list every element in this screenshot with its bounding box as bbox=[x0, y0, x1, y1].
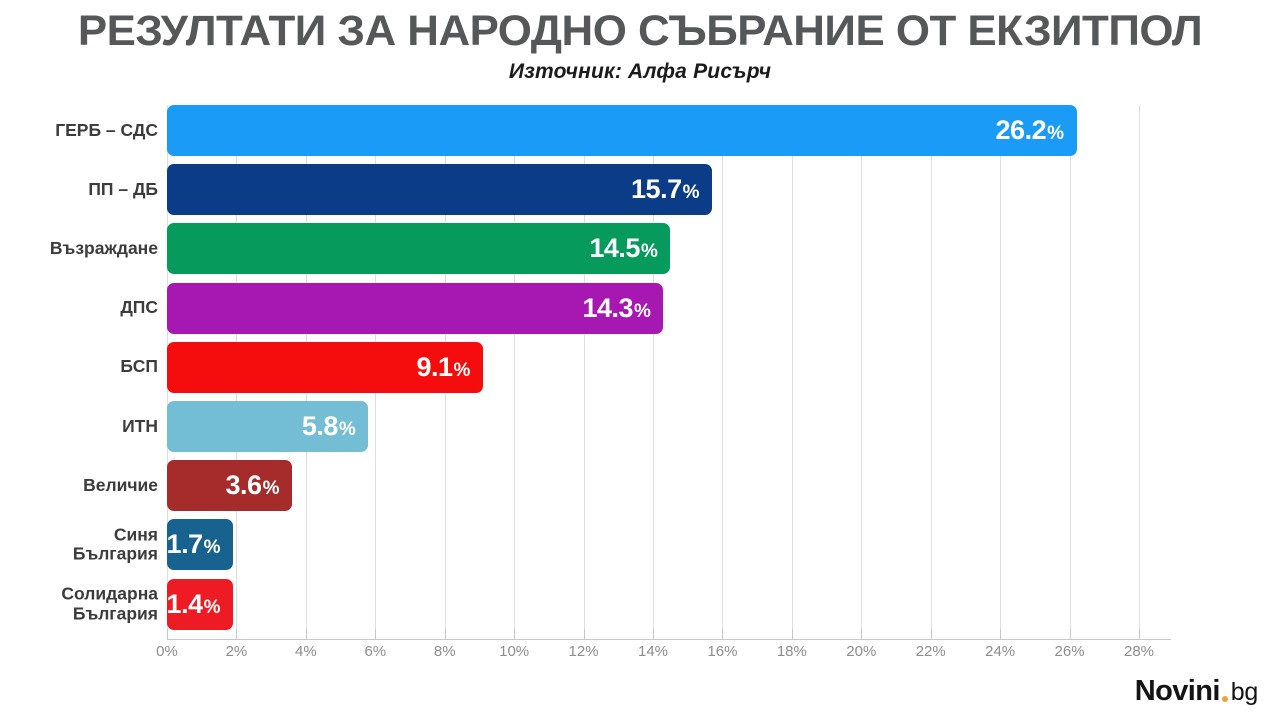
chart-bar-row: Солидарна България 1.4% bbox=[0, 578, 1280, 635]
x-axis-tick-label: 20% bbox=[846, 643, 877, 660]
bar-category-label: ГЕРБ – СДС bbox=[55, 119, 158, 140]
x-axis-tick-label: 0% bbox=[156, 643, 178, 660]
tick-mark bbox=[444, 629, 446, 639]
logo-wordmark: Novini bbox=[1134, 675, 1221, 707]
gridline bbox=[791, 105, 793, 639]
tick-mark bbox=[722, 629, 724, 639]
x-axis-tick-label: 28% bbox=[1123, 643, 1155, 660]
bar-category-label: Синя България bbox=[72, 524, 158, 564]
bar-value-label: 3.6% bbox=[225, 470, 280, 501]
tick-mark bbox=[930, 629, 932, 639]
chart-plot-area: 0% 2% 4% 6% 8% 10% 12% 14% 16% 18% 20% 22% 24% 26% 28%… bbox=[0, 96, 1280, 660]
chart-bar: 3.6% bbox=[167, 460, 292, 517]
novini-bg-logo: Novini bg bbox=[1134, 675, 1259, 707]
bar-value-label: 1.7% bbox=[166, 529, 221, 560]
chart-bar-row: ПП – ДБ 15.7% bbox=[0, 164, 1280, 221]
bar-category-label: Възраждане bbox=[49, 238, 158, 259]
gridline bbox=[1000, 105, 1002, 639]
bar-category-label: Солидарна България bbox=[61, 583, 158, 624]
tick-mark bbox=[1000, 629, 1002, 639]
tick-mark bbox=[583, 629, 585, 639]
gridline bbox=[1139, 105, 1140, 639]
chart-source-subtitle: Източник: Алфа Рисърч bbox=[508, 60, 772, 84]
gridline bbox=[861, 105, 863, 639]
bar-value-label: 14.5% bbox=[589, 233, 658, 264]
bar-category-label: ИТН bbox=[122, 415, 158, 436]
bar-value-label: 14.3% bbox=[582, 292, 651, 323]
tick-mark bbox=[236, 629, 238, 639]
tick-mark bbox=[305, 629, 307, 639]
x-axis-tick-label: 24% bbox=[985, 643, 1016, 660]
tick-mark bbox=[1139, 629, 1140, 639]
logo-dot-icon bbox=[1221, 696, 1228, 702]
tick-mark bbox=[514, 629, 516, 639]
bar-value-label: 9.1% bbox=[416, 351, 470, 382]
chart-bar: 14.5% bbox=[167, 223, 671, 280]
chart-bar: 9.1% bbox=[167, 341, 483, 398]
x-axis-tick-label: 10% bbox=[499, 643, 530, 660]
gridline bbox=[653, 105, 654, 639]
x-axis-tick-label: 16% bbox=[707, 643, 738, 660]
tick-mark bbox=[1069, 629, 1071, 639]
bar-category-label: БСП bbox=[120, 356, 158, 377]
chart-bar: 26.2% bbox=[167, 105, 1077, 161]
bar-category-label: ПП – ДБ bbox=[88, 178, 158, 199]
x-axis-tick-label: 12% bbox=[568, 643, 599, 660]
chart-bar: 1.4% bbox=[166, 578, 233, 635]
tick-mark bbox=[167, 629, 168, 639]
chart-bar-row: ИТН 5.8% bbox=[0, 401, 1280, 457]
x-axis-tick-label: 26% bbox=[1054, 643, 1085, 660]
gridline bbox=[514, 105, 516, 639]
x-axis-tick-label: 6% bbox=[364, 643, 387, 660]
x-axis-tick-label: 8% bbox=[433, 643, 456, 660]
tick-mark bbox=[653, 629, 654, 639]
bar-category-label: Величие bbox=[83, 474, 158, 495]
x-axis-tick-label: 2% bbox=[225, 643, 248, 660]
chart-bar-row: ГЕРБ – СДС 26.2% bbox=[0, 105, 1280, 161]
bar-value-label: 5.8% bbox=[301, 411, 356, 441]
gridline bbox=[1069, 105, 1071, 639]
chart-header: РЕЗУЛТАТИ ЗА НАРОДНО СЪБРАНИЕ ОТ ЕКЗИТПО… bbox=[0, 0, 1280, 96]
chart-bar: 15.7% bbox=[167, 164, 712, 221]
logo-tld: bg bbox=[1230, 678, 1259, 706]
chart-bar: 1.7% bbox=[166, 519, 233, 576]
bar-value-label: 1.4% bbox=[166, 588, 221, 619]
bar-value-label: 15.7% bbox=[631, 174, 699, 205]
tick-mark bbox=[861, 629, 863, 639]
gridline bbox=[722, 105, 724, 639]
chart-bar-row: БСП 9.1% bbox=[0, 341, 1280, 398]
bar-value-label: 26.2% bbox=[995, 115, 1064, 145]
tick-mark bbox=[791, 629, 793, 639]
chart-bar: 5.8% bbox=[167, 401, 369, 457]
x-axis-tick-label: 4% bbox=[295, 643, 317, 660]
chart-bar-row: Синя България 1.7% bbox=[0, 519, 1280, 576]
chart-bar-row: ДПС 14.3% bbox=[0, 282, 1280, 339]
page-title: РЕЗУЛТАТИ ЗА НАРОДНО СЪБРАНИЕ ОТ ЕКЗИТПО… bbox=[77, 7, 1203, 55]
chart-bar: 14.3% bbox=[167, 282, 664, 339]
gridline bbox=[583, 105, 585, 639]
chart-bar-row: Възраждане 14.5% bbox=[0, 223, 1280, 280]
x-axis-tick-label: 18% bbox=[776, 643, 807, 660]
chart-x-axis-line bbox=[167, 639, 1171, 640]
x-axis-tick-label: 14% bbox=[637, 643, 669, 660]
gridline bbox=[930, 105, 932, 639]
bar-category-label: ДПС bbox=[120, 297, 158, 318]
x-axis-tick-label: 22% bbox=[915, 643, 946, 660]
tick-mark bbox=[375, 629, 377, 639]
chart-bar-row: Величие 3.6% bbox=[0, 460, 1280, 517]
